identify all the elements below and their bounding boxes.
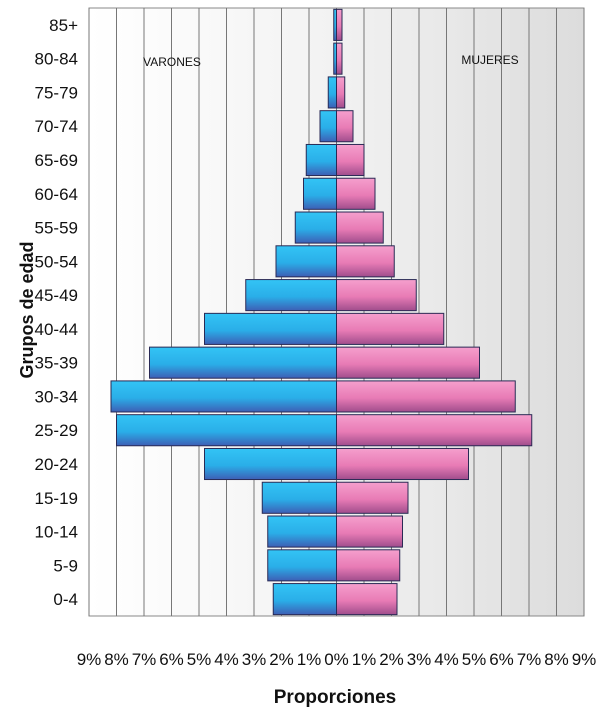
x-tick-label: 2% <box>269 650 294 669</box>
bar-mujeres <box>336 312 445 345</box>
bar-varones <box>149 346 337 379</box>
x-tick-label: 7% <box>132 650 157 669</box>
y-tick-labels: 0-4 5-9 10-14 15-19 20-24 25-29 30-34 35-39 40-4… <box>35 16 79 609</box>
bar-varones <box>272 583 337 616</box>
x-tick-label: 3% <box>407 650 432 669</box>
bar-varones <box>327 76 337 109</box>
y-tick-label: 40-44 <box>35 320 78 339</box>
y-tick-label: 65-69 <box>35 151 78 170</box>
y-tick-label: 20-24 <box>35 455 78 474</box>
bar-mujeres <box>336 549 401 582</box>
bar-mujeres <box>336 515 403 548</box>
bar-varones <box>275 245 337 278</box>
bar-varones <box>261 481 337 514</box>
bar-mujeres <box>336 245 395 278</box>
bar-mujeres <box>336 177 376 210</box>
y-tick-label: 75-79 <box>35 83 78 102</box>
bar-mujeres <box>336 447 469 481</box>
bar-varones <box>110 380 337 413</box>
bar-varones <box>305 143 337 177</box>
x-tick-label: 9% <box>77 650 102 669</box>
y-tick-label: 30-34 <box>35 387 78 406</box>
y-tick-label: 60-64 <box>35 185 78 204</box>
bar-varones <box>267 549 337 582</box>
legend-mujeres: MUJERES <box>461 53 518 67</box>
bar-mujeres <box>336 380 516 413</box>
x-axis-title: Proporciones <box>274 687 396 708</box>
bar-varones <box>267 515 337 548</box>
x-tick-label: 5% <box>462 650 487 669</box>
y-tick-label: 70-74 <box>35 117 78 136</box>
bar-mujeres <box>336 143 365 177</box>
bar-mujeres <box>336 76 346 109</box>
bar-mujeres <box>336 279 417 312</box>
bar-varones <box>204 447 337 481</box>
bar-mujeres <box>336 481 409 514</box>
x-tick-label: 0% <box>324 650 349 669</box>
y-tick-label: 55-59 <box>35 219 78 238</box>
y-tick-label: 10-14 <box>35 523 78 542</box>
y-tick-label: 15-19 <box>35 489 78 508</box>
y-tick-label: 50-54 <box>35 252 78 271</box>
y-tick-label: 80-84 <box>35 50 78 69</box>
bar-varones <box>245 279 337 312</box>
x-tick-label: 4% <box>214 650 239 669</box>
gridlines <box>88 8 585 616</box>
y-tick-label: 25-29 <box>35 421 78 440</box>
bar-mujeres <box>336 42 343 75</box>
bar-varones <box>319 110 337 143</box>
bar-varones <box>294 211 337 244</box>
bar-varones <box>303 177 337 210</box>
y-tick-label: 45-49 <box>35 286 78 305</box>
bar-mujeres <box>336 583 398 616</box>
x-tick-label: 8% <box>104 650 129 669</box>
x-tick-label: 6% <box>489 650 514 669</box>
x-tick-label: 2% <box>379 650 404 669</box>
legend-varones: VARONES <box>143 55 201 69</box>
x-tick-label: 9% <box>572 650 597 669</box>
x-tick-label: 6% <box>159 650 184 669</box>
bar-mujeres <box>336 8 343 41</box>
bar-varones <box>116 414 337 447</box>
x-tick-labels: 9% 8% 7% 6% 5% 4% 3% 2% 1% 0% 1% 2% 3% 4% 5% 6% 7% 8% 9% <box>77 650 597 669</box>
bar-mujeres <box>336 414 533 447</box>
x-tick-label: 3% <box>242 650 267 669</box>
y-tick-label: 35-39 <box>35 354 78 373</box>
x-tick-label: 5% <box>187 650 212 669</box>
x-tick-label: 7% <box>517 650 542 669</box>
x-tick-label: 8% <box>544 650 569 669</box>
y-axis-title: Grupos de edad <box>17 241 37 378</box>
bars-group <box>110 8 533 616</box>
y-tick-label: 5-9 <box>53 556 78 575</box>
y-tick-label: 85+ <box>49 16 78 35</box>
bar-varones <box>204 312 337 345</box>
x-tick-label: 1% <box>352 650 377 669</box>
x-tick-label: 4% <box>434 650 459 669</box>
bar-mujeres <box>336 110 354 143</box>
bar-mujeres <box>336 346 480 379</box>
y-tick-label: 0-4 <box>53 590 78 609</box>
x-tick-label: 1% <box>297 650 322 669</box>
bar-mujeres <box>336 211 384 244</box>
